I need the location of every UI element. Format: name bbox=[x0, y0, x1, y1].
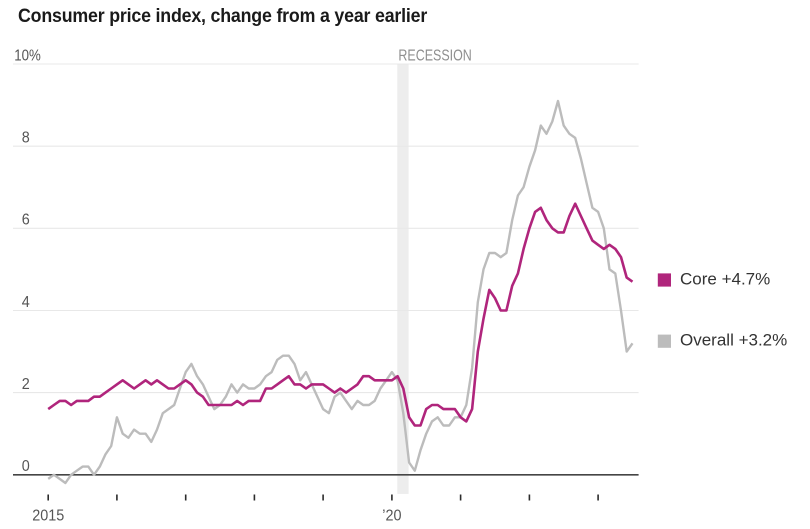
svg-text:RECESSION: RECESSION bbox=[398, 47, 471, 65]
svg-text:10%: 10% bbox=[14, 47, 41, 64]
svg-text:0: 0 bbox=[22, 458, 30, 476]
svg-text:Core +4.7%: Core +4.7% bbox=[680, 269, 770, 288]
svg-text:Overall +3.2%: Overall +3.2% bbox=[680, 331, 787, 350]
svg-text:6: 6 bbox=[22, 211, 30, 229]
svg-text:8: 8 bbox=[22, 129, 30, 147]
svg-text:2: 2 bbox=[22, 375, 30, 393]
svg-text:2015: 2015 bbox=[32, 507, 64, 525]
svg-text:4: 4 bbox=[22, 293, 31, 311]
svg-text:’20: ’20 bbox=[382, 507, 401, 525]
